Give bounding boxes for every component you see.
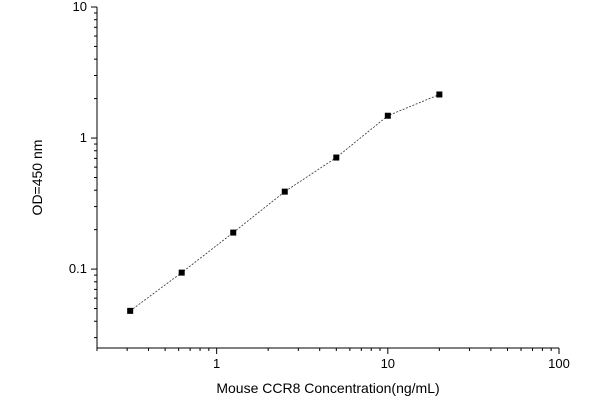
data-point [178, 269, 185, 276]
data-point [281, 188, 288, 195]
ticks: 1 10 100 0.1 1 10 [69, 0, 570, 371]
x-axis-title: Mouse CCR8 Concentration(ng/mL) [216, 380, 439, 396]
y-tick-label: 0.1 [69, 261, 87, 276]
y-tick-label: 1 [80, 130, 87, 145]
data-point [230, 229, 237, 236]
x-tick-label: 100 [548, 356, 570, 371]
data-point [333, 154, 340, 161]
data-point [127, 307, 134, 314]
data-point [436, 91, 443, 98]
y-tick-label: 10 [73, 0, 87, 14]
x-tick-label: 10 [381, 356, 395, 371]
data-point [384, 112, 391, 119]
y-axis-title: OD=450 nm [29, 140, 45, 216]
series [127, 91, 443, 314]
series-line [129, 94, 440, 312]
axes [96, 7, 559, 349]
x-tick-label: 1 [213, 356, 220, 371]
